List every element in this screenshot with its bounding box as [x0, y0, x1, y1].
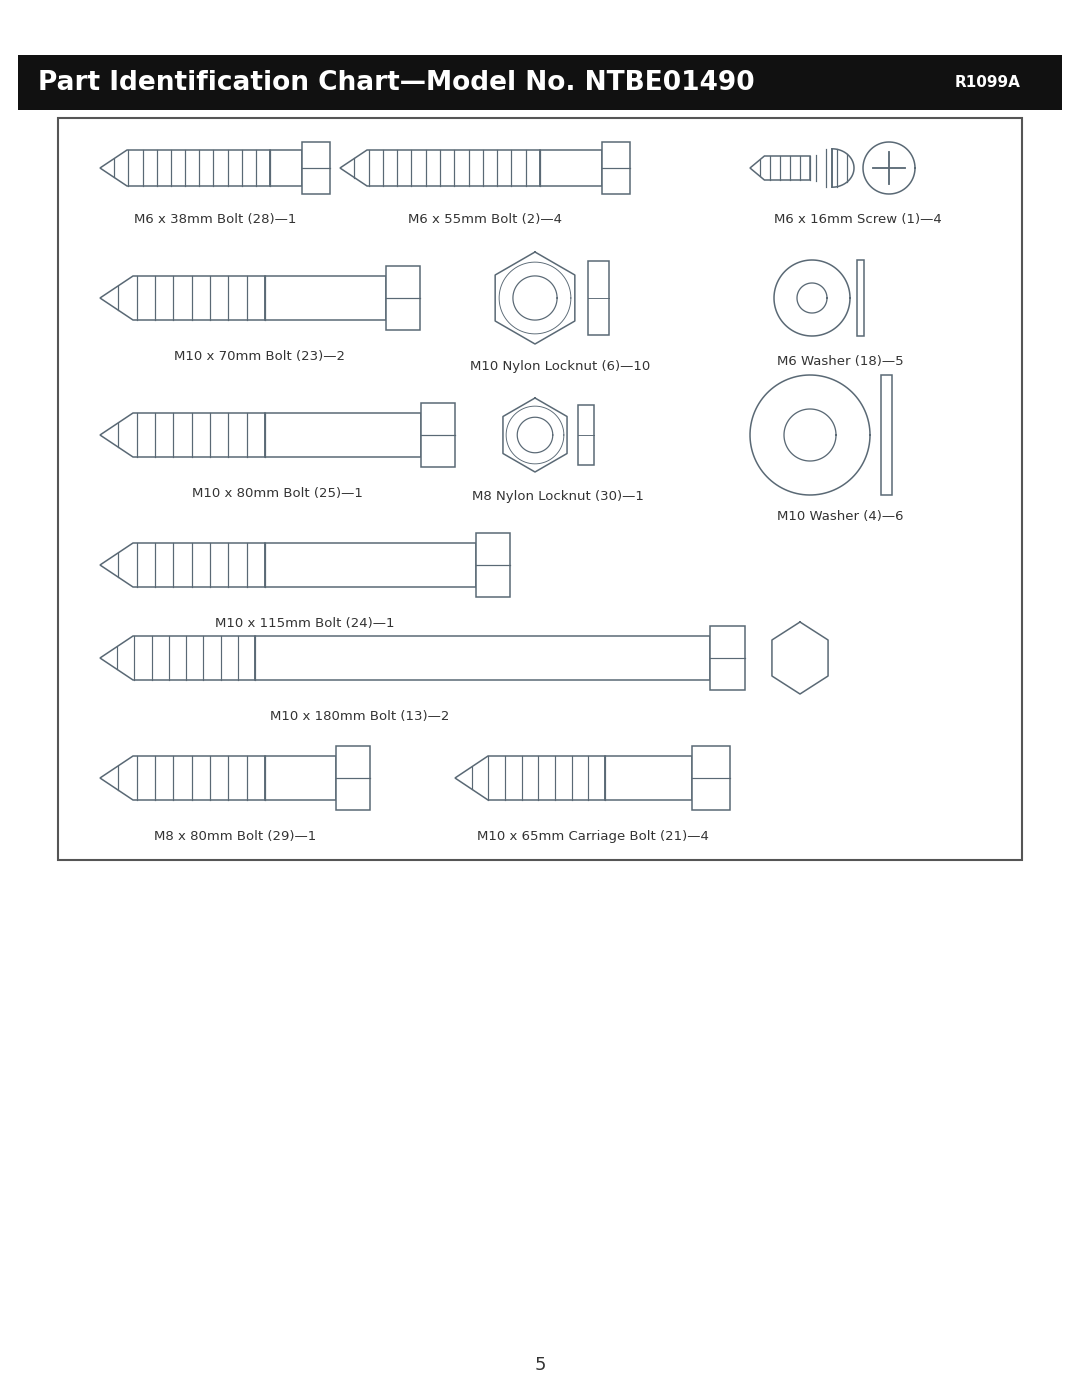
- Text: M10 x 115mm Bolt (24)—1: M10 x 115mm Bolt (24)—1: [215, 617, 395, 630]
- Bar: [133, 543, 265, 587]
- Polygon shape: [517, 418, 553, 453]
- Bar: [255, 636, 710, 680]
- Bar: [133, 414, 265, 457]
- Text: M10 x 70mm Bolt (23)—2: M10 x 70mm Bolt (23)—2: [175, 351, 346, 363]
- Bar: [856, 260, 864, 337]
- Bar: [127, 149, 270, 186]
- Bar: [692, 746, 730, 810]
- Polygon shape: [100, 149, 270, 186]
- Bar: [476, 534, 510, 597]
- Polygon shape: [340, 149, 540, 186]
- Polygon shape: [503, 398, 567, 472]
- Bar: [133, 756, 265, 800]
- Bar: [602, 142, 630, 194]
- Bar: [265, 277, 386, 320]
- Bar: [265, 756, 336, 800]
- Text: M10 Washer (4)—6: M10 Washer (4)—6: [777, 510, 903, 522]
- Bar: [58, 117, 1022, 861]
- Text: M6 x 55mm Bolt (2)—4: M6 x 55mm Bolt (2)—4: [408, 212, 562, 226]
- Polygon shape: [750, 374, 870, 495]
- Polygon shape: [455, 756, 605, 800]
- Bar: [421, 402, 455, 467]
- Bar: [302, 142, 330, 194]
- Bar: [336, 746, 370, 810]
- Polygon shape: [100, 277, 265, 320]
- Text: 5: 5: [535, 1356, 545, 1375]
- Polygon shape: [100, 543, 265, 587]
- Polygon shape: [100, 756, 265, 800]
- Polygon shape: [750, 156, 810, 180]
- Text: M6 Washer (18)—5: M6 Washer (18)—5: [777, 355, 903, 367]
- Polygon shape: [100, 414, 265, 457]
- Bar: [881, 374, 892, 495]
- Bar: [265, 414, 421, 457]
- Bar: [605, 756, 692, 800]
- Text: Part Identification Chart—Model No. NTBE01490: Part Identification Chart—Model No. NTBE…: [38, 70, 755, 95]
- Polygon shape: [797, 284, 827, 313]
- Text: M10 Nylon Locknut (6)—10: M10 Nylon Locknut (6)—10: [470, 360, 650, 373]
- Text: M10 x 65mm Carriage Bolt (21)—4: M10 x 65mm Carriage Bolt (21)—4: [477, 830, 708, 842]
- Bar: [270, 149, 302, 186]
- Polygon shape: [772, 622, 828, 694]
- Text: R1099A: R1099A: [954, 75, 1020, 89]
- Bar: [540, 149, 602, 186]
- Bar: [18, 54, 1062, 110]
- Bar: [588, 261, 609, 335]
- Text: M10 x 180mm Bolt (13)—2: M10 x 180mm Bolt (13)—2: [270, 710, 449, 724]
- Polygon shape: [100, 636, 255, 680]
- Bar: [265, 543, 476, 587]
- Bar: [133, 277, 265, 320]
- Polygon shape: [774, 260, 850, 337]
- Polygon shape: [495, 251, 575, 344]
- Text: M10 x 80mm Bolt (25)—1: M10 x 80mm Bolt (25)—1: [191, 488, 363, 500]
- Polygon shape: [784, 409, 836, 461]
- Bar: [386, 265, 420, 330]
- Polygon shape: [513, 277, 557, 320]
- Polygon shape: [832, 149, 854, 187]
- Text: M6 x 38mm Bolt (28)—1: M6 x 38mm Bolt (28)—1: [134, 212, 296, 226]
- Bar: [710, 626, 745, 690]
- Text: M6 x 16mm Screw (1)—4: M6 x 16mm Screw (1)—4: [774, 212, 942, 226]
- Text: M8 Nylon Locknut (30)—1: M8 Nylon Locknut (30)—1: [472, 490, 644, 503]
- Polygon shape: [863, 142, 915, 194]
- Bar: [367, 149, 540, 186]
- Text: M8 x 80mm Bolt (29)—1: M8 x 80mm Bolt (29)—1: [153, 830, 316, 842]
- Bar: [578, 405, 594, 465]
